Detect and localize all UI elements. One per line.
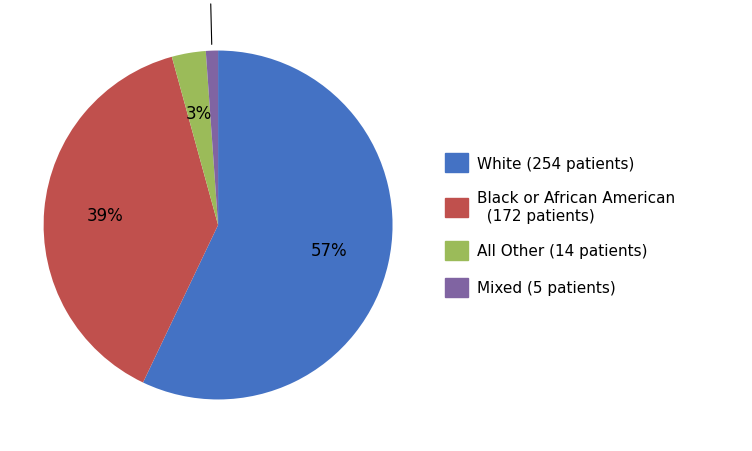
Legend: White (254 patients), Black or African American
  (172 patients), All Other (14 : White (254 patients), Black or African A… (445, 154, 675, 297)
Text: 57%: 57% (311, 241, 347, 259)
Wedge shape (44, 58, 218, 382)
Text: 39%: 39% (86, 207, 123, 225)
Wedge shape (206, 51, 218, 226)
Wedge shape (143, 51, 393, 400)
Text: 3%: 3% (186, 105, 212, 123)
Text: 1%: 1% (0, 450, 1, 451)
Wedge shape (172, 52, 218, 226)
Text: 1%: 1% (197, 0, 223, 45)
